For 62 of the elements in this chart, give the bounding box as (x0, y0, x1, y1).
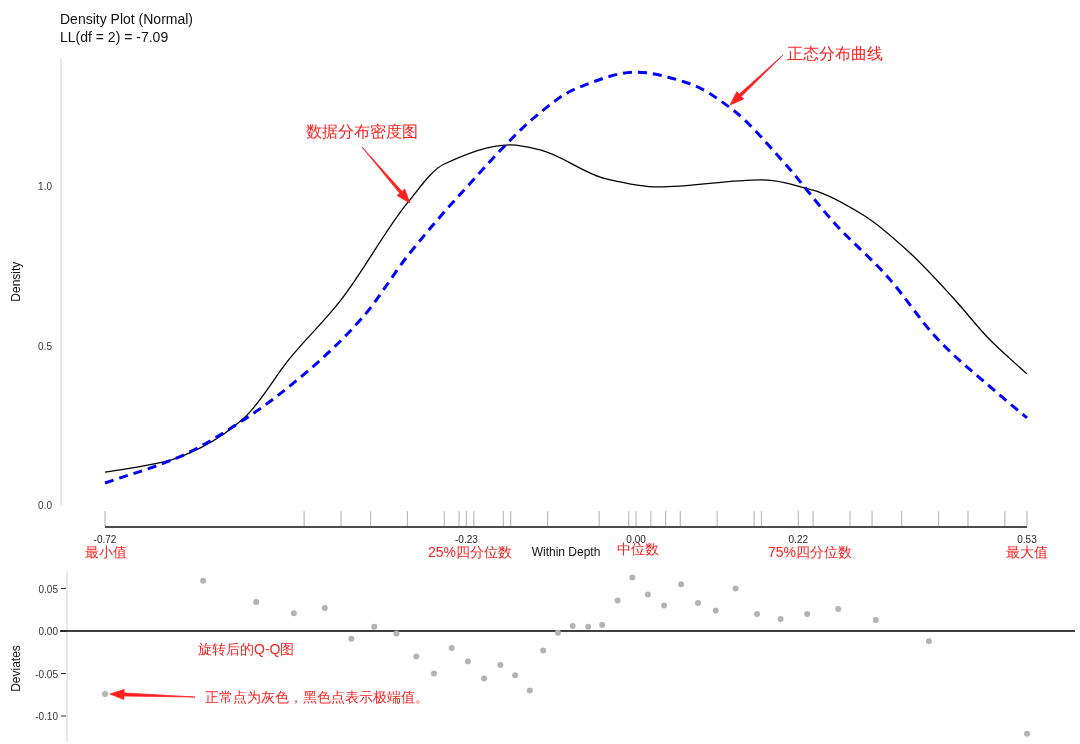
point (599, 622, 606, 629)
y-axis-title: Deviates (9, 645, 23, 692)
point (321, 605, 328, 612)
y-tick-label: 0.5 (38, 340, 53, 352)
text: 最大值 (1006, 544, 1048, 560)
point (393, 630, 400, 637)
point (540, 647, 547, 654)
point (754, 611, 761, 617)
point (835, 605, 842, 612)
x-axis-title: Within Depth (531, 545, 601, 559)
line-series (103, 70, 1029, 485)
point (1024, 730, 1030, 737)
point (585, 623, 592, 630)
point (678, 581, 685, 588)
y-tick-label: 1.0 (38, 181, 53, 192)
x-tick-label: -0.23 (455, 534, 479, 545)
annotation: 旋转后的Q-Q图 (198, 641, 295, 657)
point (732, 585, 739, 592)
point (712, 607, 719, 614)
point (290, 610, 297, 617)
point (448, 645, 455, 651)
y-axis-title: Density (9, 261, 23, 302)
text: 25%四分位数 (427, 544, 513, 560)
point (777, 616, 784, 623)
y-tick-label: -0.05 (35, 668, 59, 680)
x-tick-label: -0.72 (93, 534, 117, 545)
point (430, 670, 437, 677)
text: 最小值 (85, 544, 127, 560)
chart-title: Density Plot (Normal) (60, 11, 194, 27)
text: 75%四分位数 (767, 544, 853, 560)
point (629, 574, 636, 581)
point (695, 599, 702, 606)
point (348, 635, 355, 642)
y-tick-label: 0.00 (38, 626, 59, 637)
point (872, 616, 879, 623)
point (554, 629, 561, 636)
annotation: 数据分布密度图 (306, 123, 418, 140)
y-tick-label: -0.10 (35, 711, 59, 722)
y-tick-label: 0.0 (38, 500, 53, 511)
point (925, 638, 932, 645)
point (526, 687, 533, 694)
point (804, 611, 811, 617)
point (569, 622, 576, 629)
point (644, 591, 651, 598)
point (371, 623, 378, 630)
point (102, 690, 108, 697)
point (614, 597, 621, 604)
point (481, 675, 488, 682)
point (413, 653, 420, 660)
x-tick-label: 0.53 (1017, 534, 1038, 545)
chart-subtitle: LL(df = 2) = -7.09 (60, 29, 169, 45)
point (200, 577, 207, 584)
y-tick-label: 0.05 (38, 583, 59, 595)
annotation: 正常点为灰色，黑色点表示极端值。 (205, 689, 429, 705)
point (253, 599, 260, 606)
point (497, 662, 504, 668)
point (464, 658, 471, 665)
line-series (104, 144, 1028, 473)
annotation: 正态分布曲线 (787, 45, 883, 62)
point (512, 672, 519, 679)
x-tick-label: 0.22 (788, 534, 809, 545)
point (661, 602, 668, 609)
